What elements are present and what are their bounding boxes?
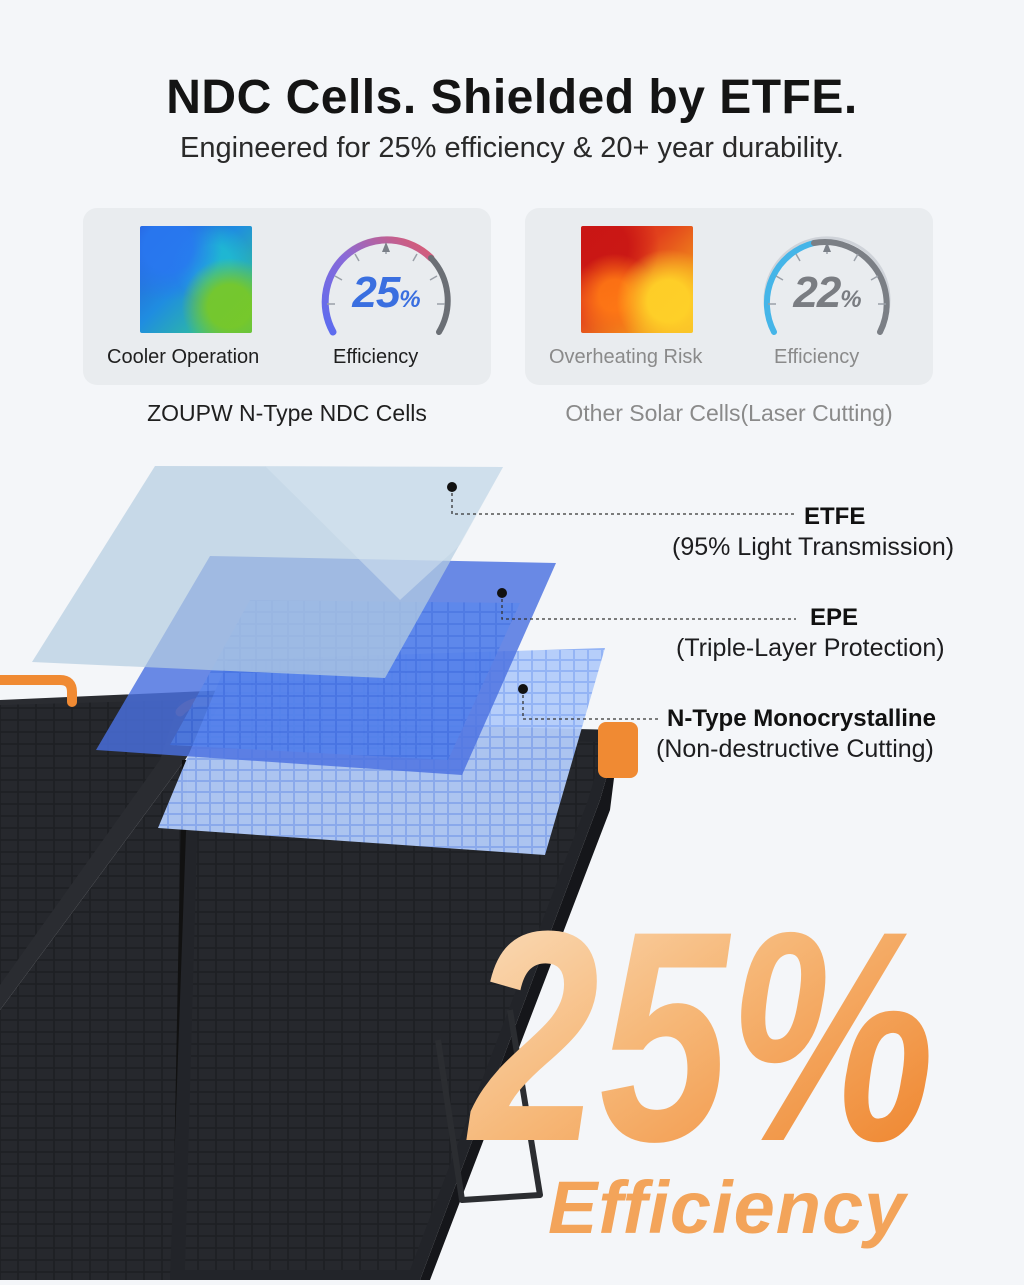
other-cells-caption: Other Solar Cells(Laser Cutting) <box>565 400 893 426</box>
efficiency-gauge-22: 22% <box>752 224 902 354</box>
cooler-operation-label: Cooler Operation <box>107 346 260 368</box>
gauge-value: 25% <box>352 268 420 317</box>
overheating-risk-label: Overheating Risk <box>549 346 703 368</box>
panel-corner-guard <box>598 722 638 778</box>
main-panel-section <box>170 720 620 1280</box>
page-subtitle: Engineered for 25% efficiency & 20+ year… <box>180 132 844 164</box>
etfe-callout-title: ETFE <box>804 503 866 530</box>
gauge-value: 22% <box>793 268 861 317</box>
page-title: NDC Cells. Shielded by ETFE. <box>166 71 858 124</box>
highlight-label: Efficiency <box>548 1166 907 1249</box>
efficiency-label: Efficiency <box>774 346 860 368</box>
n-type-callout-detail: (Non-destructive Cutting) <box>656 735 934 763</box>
ndc-cells-card: Cooler Operation <box>83 208 491 385</box>
epe-callout-title: EPE <box>810 604 859 631</box>
efficiency-label: Efficiency <box>333 346 419 368</box>
etfe-callout-detail: (95% Light Transmission) <box>672 533 955 561</box>
left-panel-section <box>0 690 230 1281</box>
n-type-callout-title: N-Type Monocrystalline <box>667 705 936 732</box>
ndc-cells-caption: ZOUPW N-Type NDC Cells <box>147 400 427 426</box>
svg-text:25%: 25% <box>466 868 935 1204</box>
hot-thermal-image <box>581 226 693 333</box>
epe-callout-detail: (Triple-Layer Protection) <box>676 634 945 662</box>
highlight-value: 25% <box>466 868 940 1204</box>
cool-thermal-image <box>140 226 252 333</box>
other-cells-card: Overheating Risk 22% Efficiency <box>525 208 933 385</box>
efficiency-gauge-25: 25% <box>311 224 461 354</box>
